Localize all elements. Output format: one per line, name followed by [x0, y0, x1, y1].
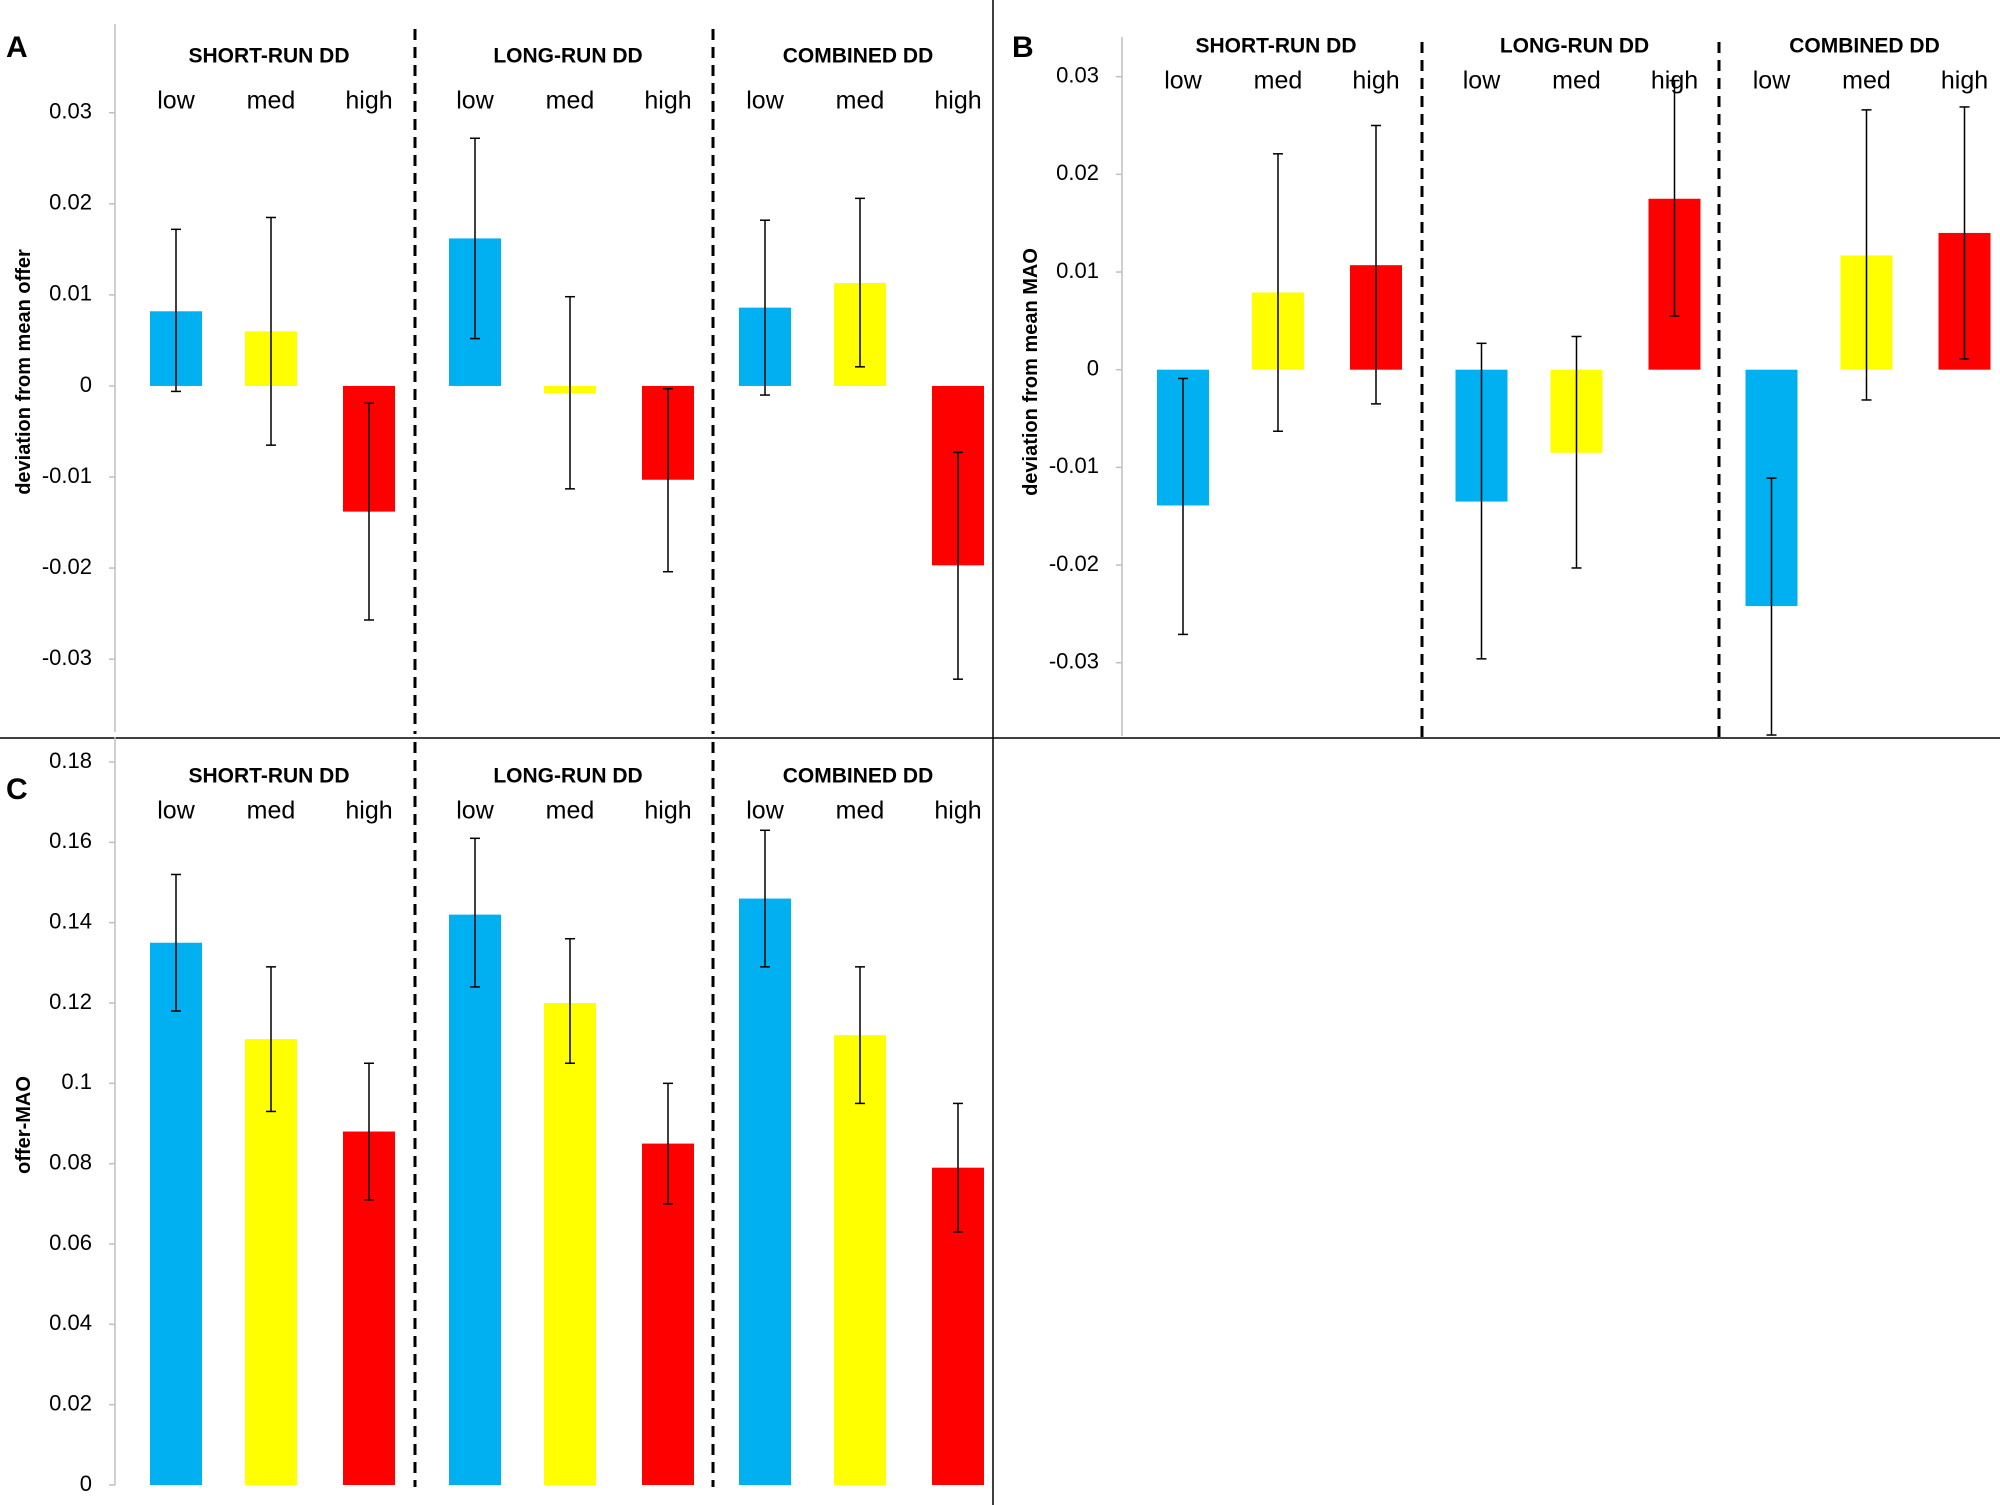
y-tick-label: -0.02 — [42, 554, 92, 579]
y-tick-label: 0.08 — [49, 1149, 92, 1174]
bar-med — [834, 1035, 886, 1485]
category-label: low — [746, 87, 784, 115]
y-tick-label: 0.18 — [49, 748, 92, 773]
bar-low — [150, 942, 202, 1485]
y-tick-label: 0.02 — [49, 1390, 92, 1415]
y-tick-label: 0.02 — [1056, 160, 1099, 185]
group-title: SHORT-RUN DD — [189, 765, 350, 788]
y-tick-label: 0.04 — [49, 1310, 92, 1335]
category-label: low — [456, 797, 494, 825]
y-tick-label: 0.06 — [49, 1230, 92, 1255]
group-title: LONG-RUN DD — [1500, 35, 1649, 58]
bar-med — [245, 1039, 297, 1485]
y-tick-label: 0.01 — [49, 281, 92, 306]
y-tick-label: -0.03 — [1049, 649, 1099, 674]
category-label: low — [1463, 67, 1501, 95]
category-label: low — [157, 87, 195, 115]
category-label: med — [546, 797, 595, 825]
category-label: high — [934, 87, 981, 115]
category-label: high — [644, 87, 691, 115]
category-label: high — [1941, 67, 1988, 95]
panel-b: B 0.03 0.02 0.01 0 -0.01 -0.02 -0.03 deviation f… — [1012, 31, 1991, 738]
category-label: low — [157, 797, 195, 825]
panel-letter: C — [6, 773, 28, 806]
category-label: med — [247, 87, 296, 115]
y-tick-label: -0.01 — [1049, 453, 1099, 478]
group-title: SHORT-RUN DD — [189, 45, 350, 68]
bar-low — [739, 898, 791, 1485]
category-label: med — [1552, 67, 1601, 95]
panel-a: A 0.03 0.02 0.01 0 -0.01 -0.02 -0.03 deviation f… — [6, 24, 984, 734]
group-title: LONG-RUN DD — [493, 45, 642, 68]
y-tick-label: -0.02 — [1049, 551, 1099, 576]
group-title: SHORT-RUN DD — [1196, 35, 1357, 58]
y-tick-label: 0 — [80, 372, 92, 397]
category-label: med — [1254, 67, 1303, 95]
y-tick-label: 0.03 — [49, 99, 92, 124]
category-label: high — [345, 797, 392, 825]
category-label: low — [456, 87, 494, 115]
category-label: high — [934, 797, 981, 825]
category-label: high — [1352, 67, 1399, 95]
y-tick-label: 0.14 — [49, 908, 92, 933]
group-title: COMBINED DD — [1789, 35, 1940, 58]
y-axis-label: deviation from mean offer — [13, 249, 35, 495]
panel-letter: B — [1012, 31, 1034, 64]
category-label: med — [836, 87, 885, 115]
group-title: COMBINED DD — [783, 45, 934, 68]
category-label: med — [1842, 67, 1891, 95]
category-label: low — [1753, 67, 1791, 95]
y-tick-label: 0.16 — [49, 828, 92, 853]
panel-letter: A — [6, 31, 28, 64]
category-label: low — [1164, 67, 1202, 95]
group-title: LONG-RUN DD — [493, 765, 642, 788]
group-title: COMBINED DD — [783, 765, 934, 788]
y-tick-label: 0.12 — [49, 989, 92, 1014]
y-tick-label: -0.03 — [42, 645, 92, 670]
y-axis-label: deviation from mean MAO — [1020, 248, 1042, 496]
y-tick-label: 0 — [1087, 356, 1099, 381]
category-label: med — [247, 797, 296, 825]
panel-c: C 0.18 0.16 0.14 0.12 0.1 0.08 0.06 0.04 0.02 0 off… — [6, 737, 984, 1496]
bar-med — [544, 1003, 596, 1485]
category-label: med — [546, 87, 595, 115]
y-tick-label: -0.01 — [42, 463, 92, 488]
bar-low — [449, 914, 501, 1485]
y-tick-label: 0.01 — [1056, 258, 1099, 283]
category-label: high — [1651, 67, 1698, 95]
y-tick-label: 0.03 — [1056, 62, 1099, 87]
y-axis-label: offer-MAO — [13, 1076, 35, 1174]
category-label: med — [836, 797, 885, 825]
category-label: high — [644, 797, 691, 825]
y-tick-label: 0.1 — [61, 1069, 92, 1094]
category-label: high — [345, 87, 392, 115]
y-tick-label: 0 — [80, 1471, 92, 1496]
y-tick-label: 0.02 — [49, 190, 92, 215]
category-label: low — [746, 797, 784, 825]
